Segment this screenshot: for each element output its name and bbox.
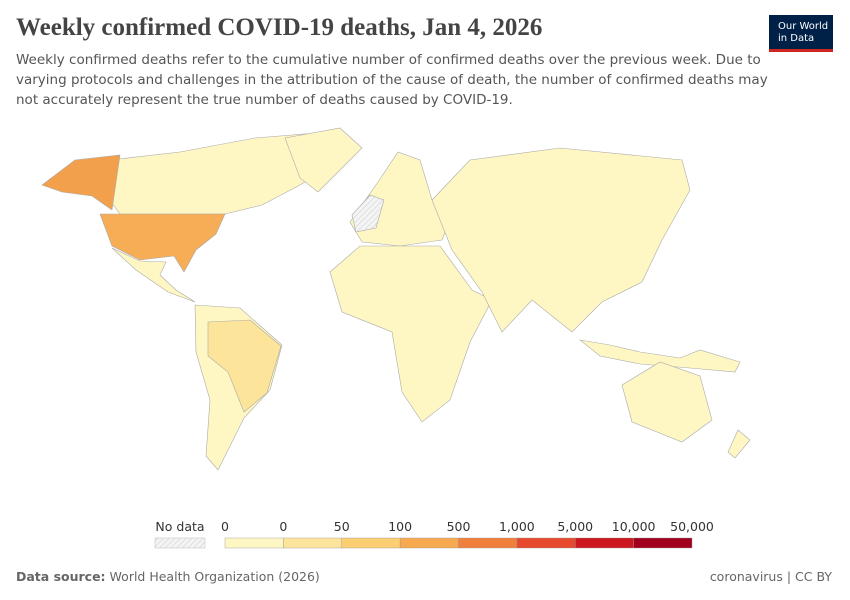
- asia[interactable]: [431, 147, 691, 333]
- legend-tick-label: 0: [279, 519, 287, 534]
- australia[interactable]: [621, 361, 713, 443]
- subtitle: not accurately represent the true number…: [16, 92, 513, 108]
- subtitle: Weekly confirmed deaths refer to the cum…: [16, 52, 761, 68]
- no-data-label: No data: [155, 519, 204, 534]
- legend-swatch: [633, 537, 693, 549]
- logo-text: in Data: [778, 33, 815, 44]
- greenland[interactable]: [284, 127, 363, 193]
- legend-tick-label: 5,000: [557, 519, 593, 534]
- title: Weekly confirmed COVID-19 deaths, Jan 4,…: [16, 14, 543, 41]
- legend-swatch: [399, 537, 459, 549]
- license[interactable]: coronavirus | CC BY: [709, 569, 832, 584]
- legend-tick-label: 100: [388, 519, 412, 534]
- legend-tick-label: 50: [334, 519, 350, 534]
- logo[interactable]: Our World in Data: [769, 15, 833, 52]
- indonesia[interactable]: [578, 339, 741, 373]
- usa[interactable]: [99, 213, 226, 273]
- africa[interactable]: [329, 245, 493, 423]
- brazil[interactable]: [207, 319, 282, 413]
- no-data-region[interactable]: [351, 194, 385, 233]
- alaska[interactable]: [41, 154, 121, 211]
- canada[interactable]: [105, 131, 343, 215]
- legend-swatch: [458, 537, 518, 549]
- legend-tick-label: 0: [221, 519, 229, 534]
- central-america[interactable]: [111, 247, 196, 303]
- source-text[interactable]: World Health Organization (2026): [109, 569, 320, 584]
- legend-swatch: [341, 537, 401, 549]
- legend-swatch: [283, 537, 342, 549]
- legend-tick-label: 1,000: [499, 519, 535, 534]
- source-label: Data source:: [16, 569, 106, 584]
- new-zealand[interactable]: [727, 429, 751, 459]
- legend-tick-label: 50,000: [670, 519, 714, 534]
- logo-text: Our World: [778, 21, 829, 32]
- legend-tick-label: 500: [447, 519, 471, 534]
- legend-swatch: [575, 537, 634, 549]
- no-data-swatch: [154, 537, 206, 549]
- legend-swatch: [224, 537, 284, 549]
- legend-tick-label: 10,000: [612, 519, 656, 534]
- legend-swatch: [516, 537, 576, 549]
- source: Data source: World Health Organization (…: [16, 569, 320, 584]
- subtitle: varying protocols and challenges in the …: [16, 72, 768, 88]
